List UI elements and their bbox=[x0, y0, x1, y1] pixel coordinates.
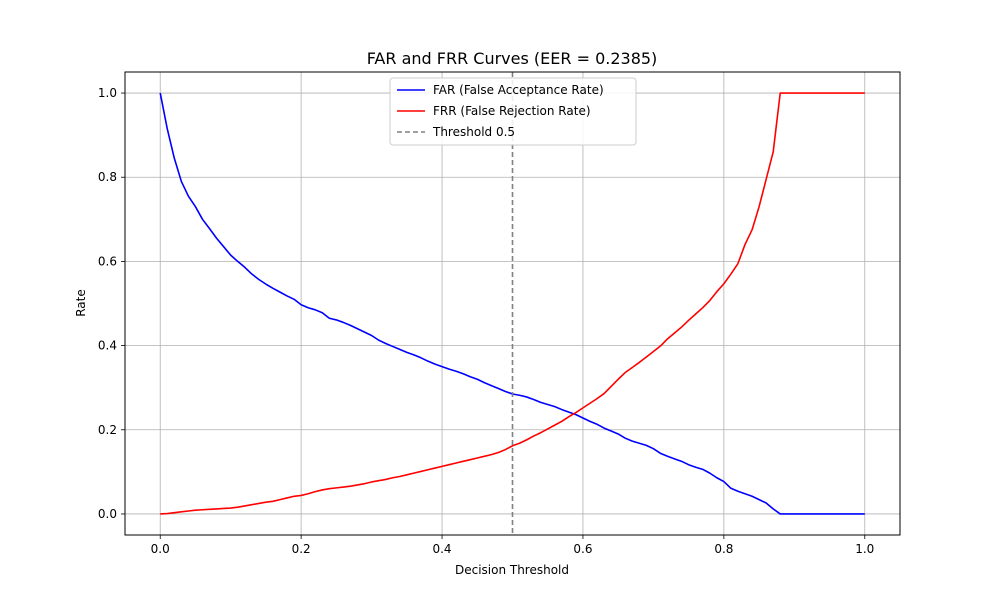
legend-far-label: FAR (False Acceptance Rate) bbox=[433, 83, 604, 97]
y-axis-label: Rate bbox=[74, 289, 88, 317]
axis-ticks: 0.0 0.2 0.4 0.6 0.8 1.0 0.0 0.2 0.4 0.6 0.8 1.0 bbox=[98, 86, 874, 556]
legend-frr-label: FRR (False Rejection Rate) bbox=[433, 104, 591, 118]
y-tick-label: 0.6 bbox=[98, 254, 117, 268]
x-tick-label: 0.4 bbox=[432, 542, 451, 556]
y-tick-label: 1.0 bbox=[98, 86, 117, 100]
y-tick-label: 0.8 bbox=[98, 170, 117, 184]
x-axis-label: Decision Threshold bbox=[455, 563, 569, 577]
x-tick-label: 0.6 bbox=[573, 542, 592, 556]
x-tick-label: 0.0 bbox=[151, 542, 170, 556]
legend: FAR (False Acceptance Rate) FRR (False R… bbox=[389, 77, 637, 146]
x-tick-label: 0.8 bbox=[714, 542, 733, 556]
frr-series-line bbox=[160, 92, 865, 515]
y-tick-label: 0.4 bbox=[98, 339, 117, 353]
y-tick-label: 0.0 bbox=[98, 507, 117, 521]
series-lines bbox=[159, 72, 865, 535]
legend-threshold-label: Threshold 0.5 bbox=[432, 125, 515, 139]
x-tick-label: 1.0 bbox=[855, 542, 874, 556]
plot-frame bbox=[124, 71, 901, 536]
chart-title: FAR and FRR Curves (EER = 0.2385) bbox=[367, 49, 658, 68]
legend-box bbox=[389, 77, 637, 146]
y-tick-label: 0.2 bbox=[98, 423, 117, 437]
x-tick-label: 0.2 bbox=[292, 542, 311, 556]
